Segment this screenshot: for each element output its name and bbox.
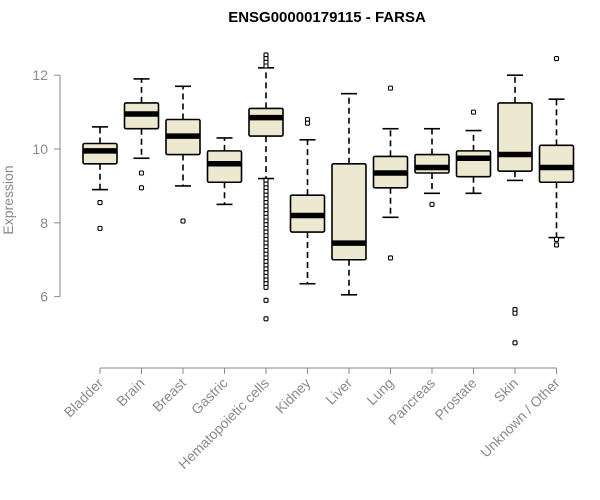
outlier-point xyxy=(512,340,518,346)
outlier-point xyxy=(553,56,560,62)
outlier-point xyxy=(138,185,145,191)
outlier-point xyxy=(180,218,186,224)
iqr-box xyxy=(538,144,575,184)
x-tick-label: Kidney xyxy=(272,375,314,417)
outlier-point xyxy=(263,284,269,290)
x-tick-label: Bladder xyxy=(61,375,107,421)
y-tick-label: 8 xyxy=(40,215,48,231)
box-pancreas xyxy=(414,127,450,207)
iqr-box xyxy=(248,107,284,137)
outlier-point xyxy=(263,297,269,303)
box-skin xyxy=(497,74,533,346)
outlier-point xyxy=(138,170,145,176)
box-brain xyxy=(123,78,160,191)
outlier-point xyxy=(263,316,269,322)
box-breast xyxy=(165,85,201,224)
x-tick-label: Breast xyxy=(149,375,189,415)
outlier-point xyxy=(553,242,560,248)
chart-title: ENSG00000179115 - FARSA xyxy=(228,9,426,26)
box-prostate xyxy=(455,109,492,195)
iqr-box xyxy=(331,162,367,261)
outlier-point xyxy=(512,310,518,316)
box-unknown-other xyxy=(538,56,575,248)
box-lung xyxy=(372,85,409,261)
boxes xyxy=(82,52,575,346)
iqr-box xyxy=(455,150,492,178)
y-axis: 6 8 10 12 xyxy=(32,67,61,305)
iqr-box xyxy=(497,102,533,172)
x-tick-label: Liver xyxy=(322,375,355,408)
outlier-point xyxy=(470,109,477,115)
y-tick-label: 12 xyxy=(32,67,48,83)
box-bladder xyxy=(82,126,118,231)
x-tick-label: Skin xyxy=(491,375,522,406)
outlier-point xyxy=(387,255,394,261)
box-kidney xyxy=(289,116,326,285)
x-tick-label: Lung xyxy=(363,375,396,408)
iqr-box xyxy=(414,153,450,174)
box-liver xyxy=(331,92,367,296)
outlier-point xyxy=(263,63,269,69)
outlier-point xyxy=(97,225,103,231)
outlier-point xyxy=(97,199,103,206)
outlier-point xyxy=(553,236,560,242)
box-gastric xyxy=(206,137,243,206)
outlier-point xyxy=(304,120,311,126)
x-tick-label: Brain xyxy=(113,375,147,409)
iqr-box xyxy=(82,142,118,165)
outlier-point xyxy=(429,201,435,207)
y-tick-label: 6 xyxy=(40,289,48,305)
box-hematopoietic-cells xyxy=(248,52,284,322)
y-tick-label: 10 xyxy=(32,141,48,157)
y-axis-title: Expression xyxy=(0,165,16,234)
x-tick-label: Unknown / Other xyxy=(477,375,563,461)
x-tick-label: Prostate xyxy=(431,375,479,423)
iqr-box xyxy=(206,150,243,184)
outlier-point xyxy=(387,85,394,91)
